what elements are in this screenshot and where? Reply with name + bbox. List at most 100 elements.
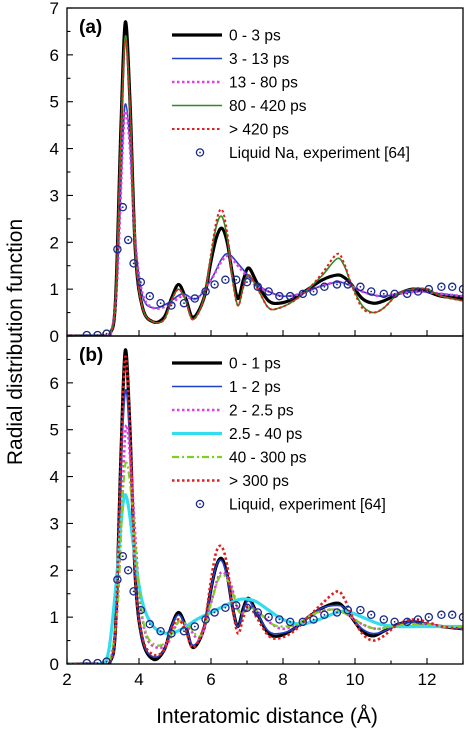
- panel-a-series-5-point: [366, 287, 376, 296]
- panel-b-series-6-point: [210, 608, 219, 617]
- panel-b-series-6-point: [253, 608, 263, 617]
- panel-a-legend-5-label: Liquid Na, experiment [64]: [229, 145, 410, 162]
- panel-b-series-3-line: [67, 493, 463, 664]
- panel-b-series-6-point-center: [127, 569, 130, 572]
- panel-a-legend-1-label: 3 - 13 ps: [229, 51, 290, 68]
- panel-a-y-tick-label: 4: [50, 140, 59, 159]
- panel-a-series-5-point-center: [121, 206, 124, 209]
- panel-b-series-6-point: [413, 615, 423, 624]
- panel-a-series-5-point: [93, 330, 102, 336]
- panel-a-series-5-point: [210, 280, 219, 289]
- panel-a-series-5-point: [332, 280, 342, 289]
- panel-b-series-5-line: [67, 355, 463, 664]
- panel-a-series-5-point-center: [193, 297, 196, 300]
- panel-b-y-tick-label: 2: [50, 561, 59, 580]
- panel-a-series-5-point: [309, 287, 318, 296]
- panel-b-series-6-point-center: [301, 620, 304, 623]
- panel-b-x-tick-label: 12: [418, 670, 437, 689]
- panel-a-y-tick-label: 0: [50, 327, 59, 346]
- panel-b-series-6-point-center: [116, 578, 119, 581]
- panel-b-series-6-point-center: [224, 606, 227, 609]
- panel-b-series-6-point: [285, 617, 295, 627]
- panel-a-series-5-point: [390, 289, 399, 299]
- panel-a-series-5-point-center: [359, 285, 362, 288]
- panel-a-series-5-point: [221, 275, 230, 285]
- panel-b-y-tick-label: 6: [50, 374, 59, 393]
- panel-b-series-6-point-center: [256, 611, 259, 614]
- panel-a-series-5-point-center: [393, 292, 396, 295]
- panel-a-legend-5-marker-center: [199, 151, 201, 154]
- panel-b-legend-0-label: 0 - 1 ps: [229, 356, 281, 373]
- panel-a-series-5-point: [82, 330, 92, 336]
- panel-a-series-5-point-center: [323, 285, 326, 288]
- panel-b-series-6-point-center: [406, 620, 409, 623]
- panel-a-series-5-point: [343, 280, 353, 289]
- panel-b-series-6-point-center: [451, 613, 454, 616]
- panel-b-series-6-point: [136, 605, 146, 615]
- panel-b-series-6-point: [390, 617, 399, 627]
- panel-b-x-tick-label: 6: [206, 670, 215, 689]
- panel-b-series-6-point: [242, 603, 252, 613]
- panel-a-series-5-point: [298, 289, 308, 299]
- panel-a-y-tick-label: 3: [50, 186, 59, 205]
- panel-a-series-5-point-center: [204, 290, 207, 293]
- panel-a-series-5-point: [113, 245, 122, 254]
- panel-b-y-tick-label: 4: [50, 468, 59, 487]
- panel-b-series-6-point: [201, 615, 210, 624]
- panel-a-legend-2-label: 13 - 80 ps: [229, 75, 298, 92]
- panel-a-legend-0-label: 0 - 3 ps: [229, 28, 281, 45]
- panel-b-series-6-point: [356, 605, 365, 615]
- panel-a-series-5-point-center: [159, 302, 162, 305]
- panel-a-series-5-point-center: [382, 292, 385, 295]
- panel-b-series-6-point-center: [148, 623, 151, 626]
- panel-b-x-tick-label: 10: [346, 670, 365, 689]
- panel-b-legend-5-label: > 300 ps: [229, 473, 289, 490]
- panel-b-series-6-point: [424, 612, 434, 622]
- panel-a-series-5-point-center: [105, 332, 108, 335]
- panel-a-series-5-point-center: [289, 295, 292, 298]
- panel-b-series-6-point: [332, 608, 342, 617]
- panel-a-series-5-point: [413, 287, 423, 296]
- panel-b-y-tick-label: 0: [50, 655, 59, 674]
- x-axis-title: Interatomic distance (Å): [156, 705, 378, 728]
- panel-a-series-5-point: [356, 282, 365, 292]
- panel-b-legend-6-marker-center: [199, 503, 201, 505]
- panel-a-series-5-point-center: [148, 295, 151, 298]
- panel-b-series-6-point-center: [440, 613, 443, 616]
- panel-b-x-tick-label: 4: [134, 670, 143, 689]
- panel-b-series-6-point: [82, 658, 92, 664]
- panel-b-series-6-point: [145, 619, 155, 629]
- panel-a-series-5-point-center: [213, 283, 216, 286]
- panel-b-plot-area: [67, 348, 463, 664]
- panel-b-series-6-point-center: [267, 616, 270, 619]
- panel-a-legend-5-marker: [195, 148, 205, 157]
- panel-b-series-6-point-center: [346, 609, 349, 612]
- panel-b-series-6-point: [221, 603, 230, 613]
- panel-a-series-5-point: [242, 277, 252, 287]
- panel-b-legend-3-label: 2.5 - 40 ps: [229, 426, 302, 443]
- panel-b-series-6-point: [343, 605, 353, 615]
- panel-a-series-5-point-center: [256, 285, 259, 288]
- panel-b-series-6-point: [93, 658, 102, 664]
- panel-a-series-5-point: [320, 282, 329, 292]
- panel-b-series-6-point-center: [289, 620, 292, 623]
- panel-a-series-4-line: [67, 39, 463, 336]
- panel-b-series-6-point-center: [382, 618, 385, 621]
- panel-b-series-4-line: [67, 461, 463, 664]
- panel-b-series-6-point-center: [170, 632, 173, 635]
- panel-b-series-6-point-center: [204, 618, 207, 621]
- panel-a-series-5-point-center: [278, 295, 281, 298]
- panel-b-series-6-point: [190, 622, 200, 631]
- panel-b-series-6-point-center: [132, 590, 135, 593]
- panel-b-series-6-point-center: [417, 618, 419, 621]
- panel-b-series-6-point-center: [278, 618, 281, 621]
- panel-a-series-5-point-center: [139, 281, 142, 284]
- panel-b-series-6-point-center: [105, 660, 108, 663]
- panel-a-series-5-point-center: [267, 290, 270, 293]
- panel-a-series-5-point-center: [301, 292, 304, 295]
- panel-a-series-5-point: [190, 294, 200, 303]
- panel-b-series-6-point-center: [193, 625, 196, 628]
- panel-a-series-5-point-center: [370, 290, 373, 293]
